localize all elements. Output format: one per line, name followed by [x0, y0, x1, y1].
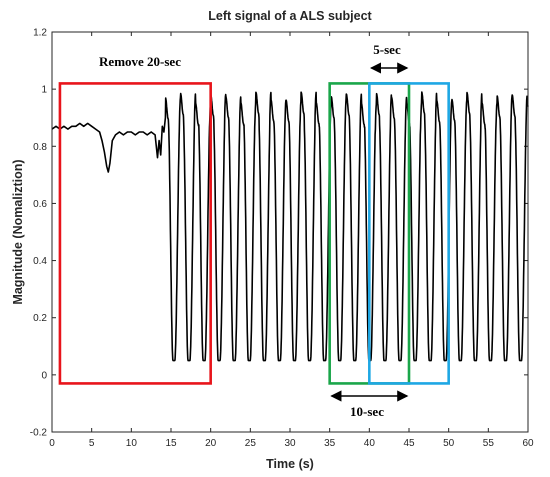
x-tick-label: 60 [522, 438, 534, 449]
plot-frame [51, 31, 529, 433]
y-tick-label: 0.4 [33, 256, 47, 267]
annotation-box-win-blue [368, 82, 450, 385]
y-axis-label: Magnitude (Nomaliztion) [11, 159, 25, 304]
x-tick-label: 35 [324, 438, 336, 449]
annotation-remove-label: Remove 20-sec [99, 54, 181, 69]
x-tick-label: 45 [403, 438, 415, 449]
annotation-10-sec-label: 10-sec [350, 404, 384, 419]
y-tick-label: 0.6 [33, 199, 47, 210]
x-tick-label: 20 [205, 438, 217, 449]
x-tick-label: 15 [165, 438, 177, 449]
x-tick-label: 40 [364, 438, 376, 449]
chart-title: Left signal of a ALS subject [208, 9, 372, 23]
y-tick-label: 0.2 [33, 313, 47, 324]
x-axis-label: Time (s) [266, 457, 314, 471]
annotation-5-sec-label: 5-sec [373, 42, 401, 57]
signal-series [51, 91, 529, 362]
x-tick-label: 0 [49, 438, 55, 449]
y-tick-label: 1 [41, 85, 47, 96]
annotation-box-remove [58, 82, 212, 385]
x-tick-label: 5 [89, 438, 95, 449]
y-tick-label: 0 [41, 370, 47, 381]
x-axis: 0 5 10 15 20 25 30 35 40 45 50 55 60 [49, 32, 534, 449]
annotation-boxes [58, 62, 450, 402]
x-tick-label: 10 [126, 438, 138, 449]
y-tick-label: -0.2 [30, 428, 48, 439]
x-tick-label: 30 [284, 438, 296, 449]
x-tick-label: 55 [483, 438, 495, 449]
x-tick-label: 50 [443, 438, 455, 449]
y-tick-label: 1.2 [33, 28, 47, 39]
signal-line [51, 91, 529, 362]
y-axis: -0.2 0 0.2 0.4 0.6 0.8 1 1.2 [30, 28, 528, 439]
y-tick-label: 0.8 [33, 142, 47, 153]
x-tick-label: 25 [245, 438, 257, 449]
